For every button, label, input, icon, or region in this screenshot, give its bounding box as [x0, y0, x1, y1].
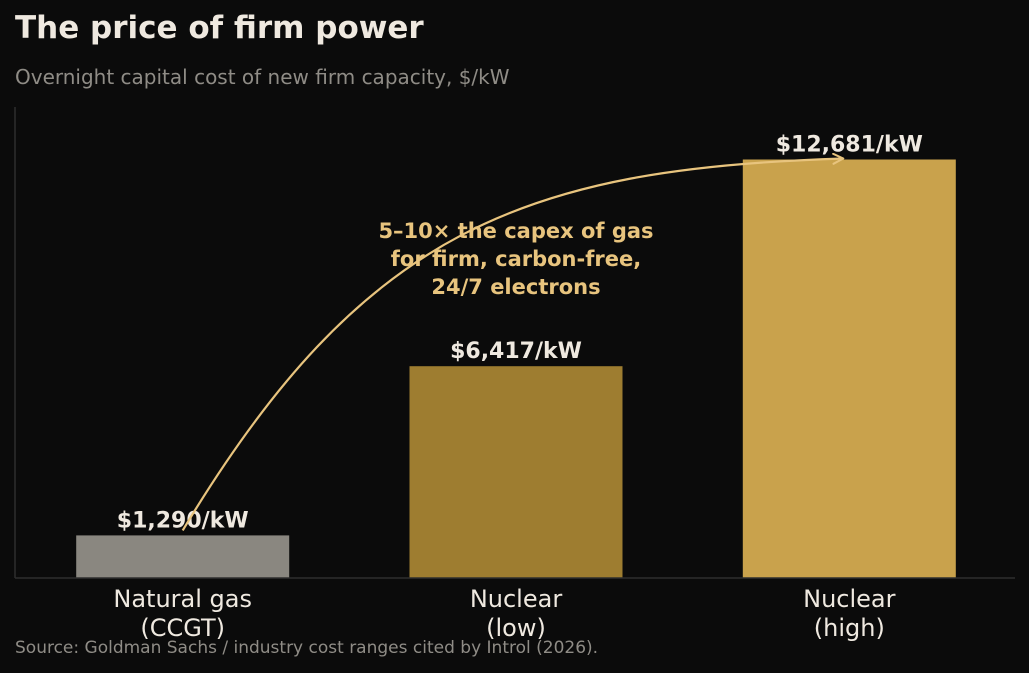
bars-layer — [76, 159, 956, 578]
x-tick-labels: Natural gas (CCGT) Nuclear (low) Nuclear (hig… — [113, 585, 895, 642]
annotation-line-0: 5–10× the capex of gas — [378, 219, 653, 243]
annotation-text: 5–10× the capex of gas for firm, carbon-f… — [378, 219, 653, 299]
bar-0 — [76, 535, 290, 578]
annotation-line-1: for firm, carbon-free, — [391, 247, 641, 271]
bar-2 — [742, 159, 956, 578]
x-tick-label-0: Natural gas (CCGT) — [113, 585, 252, 642]
bar-1 — [409, 366, 623, 578]
x-tick-label-2: Nuclear (high) — [803, 585, 896, 642]
x-tick-label-1: Nuclear (low) — [470, 585, 563, 642]
labels-layer: $1,290/kW$6,417/kW$12,681/kW — [117, 133, 923, 534]
chart-subtitle: Overnight capital cost of new firm capac… — [15, 65, 510, 89]
annotation-arrow — [181, 152, 845, 531]
annotation-line-2: 24/7 electrons — [431, 275, 600, 299]
data-label-2: $12,681/kW — [776, 133, 923, 158]
chart-title: The price of firm power — [15, 10, 424, 46]
data-label-1: $6,417/kW — [450, 339, 582, 364]
source-note: Source: Goldman Sachs / industry cost ra… — [15, 638, 599, 658]
